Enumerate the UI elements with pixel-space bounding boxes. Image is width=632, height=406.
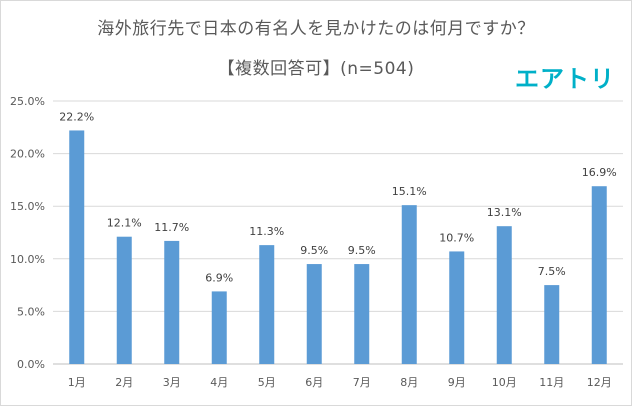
bar xyxy=(449,251,465,364)
bar xyxy=(211,291,227,364)
data-label: 10.7% xyxy=(439,231,474,244)
x-tick-label: 1月 xyxy=(68,376,86,389)
x-tick-label: 6月 xyxy=(305,376,323,389)
bar xyxy=(591,186,607,364)
bar xyxy=(116,236,132,364)
bar xyxy=(496,226,512,364)
x-tick-label: 11月 xyxy=(539,376,564,389)
x-tick-label: 4月 xyxy=(210,376,228,389)
y-tick-label: 15.0% xyxy=(10,200,45,213)
x-tick-label: 5月 xyxy=(258,376,276,389)
x-tick-label: 12月 xyxy=(587,376,612,389)
y-tick-label: 25.0% xyxy=(10,95,45,108)
x-tick-label: 3月 xyxy=(163,376,181,389)
x-tick-label: 7月 xyxy=(353,376,371,389)
y-tick-label: 20.0% xyxy=(10,148,45,161)
data-label: 9.5% xyxy=(348,244,376,257)
bar xyxy=(164,240,180,364)
data-label: 7.5% xyxy=(538,265,566,278)
bar xyxy=(401,205,417,364)
bar xyxy=(354,264,370,364)
bar xyxy=(544,285,560,364)
bar xyxy=(259,245,275,364)
data-label: 12.1% xyxy=(107,217,142,230)
bar xyxy=(306,264,322,364)
y-tick-label: 0.0% xyxy=(17,358,45,371)
data-label: 11.3% xyxy=(249,225,284,238)
data-label: 15.1% xyxy=(392,185,427,198)
chart-title: 海外旅行先で日本の有名人を見かけたのは何月ですか？ xyxy=(97,19,535,39)
data-label: 13.1% xyxy=(487,206,522,219)
bar xyxy=(69,130,85,364)
y-tick-label: 10.0% xyxy=(10,253,45,266)
x-tick-label: 9月 xyxy=(448,376,466,389)
x-tick-label: 10月 xyxy=(492,376,517,389)
data-label: 11.7% xyxy=(154,221,189,234)
x-tick-label: 2月 xyxy=(115,376,133,389)
data-label: 16.9% xyxy=(582,166,617,179)
x-tick-label: 8月 xyxy=(400,376,418,389)
data-label: 6.9% xyxy=(205,271,233,284)
chart-subtitle: 【複数回答可】(n=504) xyxy=(217,59,415,79)
data-label: 22.2% xyxy=(59,110,94,123)
y-tick-label: 5.0% xyxy=(17,305,45,318)
data-label: 9.5% xyxy=(300,244,328,257)
brand-logo: エアトリ xyxy=(515,65,615,93)
